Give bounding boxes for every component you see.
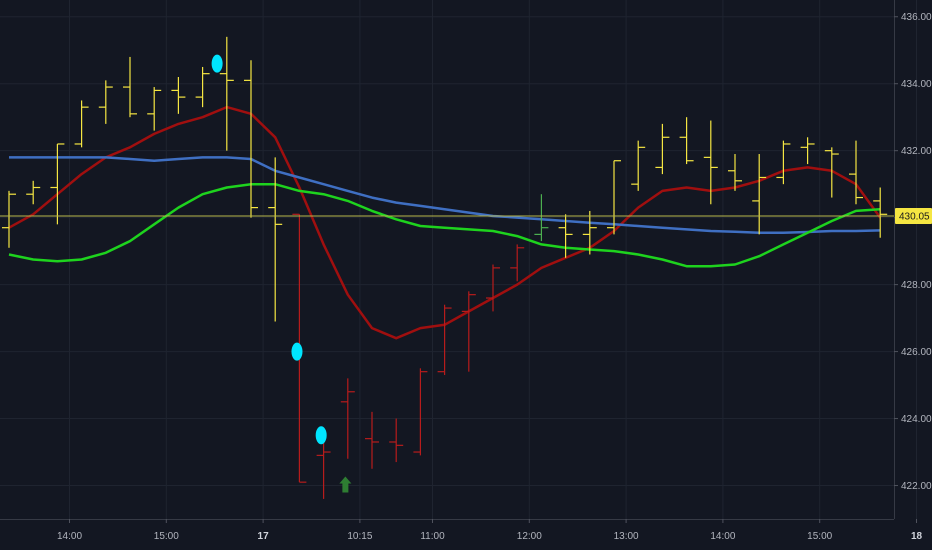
grid-lines <box>0 0 917 519</box>
ohlc-bar <box>800 137 815 165</box>
ohlc-bar <box>752 154 767 235</box>
ohlc-bar <box>776 140 791 185</box>
price-axis-label: 428.00 <box>901 280 932 291</box>
time-axis-label: 17 <box>258 531 270 542</box>
ohlc-bar <box>2 190 16 248</box>
time-axis-label: 14:00 <box>710 531 735 542</box>
time-axis-label: 15:00 <box>807 531 832 542</box>
signal-oval-marker <box>315 426 327 445</box>
ohlc-bar <box>849 140 863 205</box>
time-axis-label: 12:00 <box>517 531 542 542</box>
ohlc-bar <box>123 56 137 118</box>
time-axis-label: 10:15 <box>347 531 372 542</box>
time-axis-label: 13:00 <box>614 531 639 542</box>
price-axis-label: 434.00 <box>901 79 932 90</box>
ohlc-bar <box>461 291 476 372</box>
signal-oval-marker <box>291 342 303 361</box>
moving-average-lines <box>8 105 882 340</box>
ma-line-blue <box>9 156 881 234</box>
signal-markers <box>211 54 352 493</box>
price-axis[interactable]: 422.00424.00426.00428.00430.00432.00434.… <box>894 0 932 519</box>
time-axis-label: 14:00 <box>57 531 82 542</box>
ohlc-bar <box>582 210 597 255</box>
ohlc-bar <box>534 194 549 242</box>
ohlc-bar <box>655 123 670 175</box>
price-axis-label: 426.00 <box>901 347 932 358</box>
last-price-tag: 430.05 <box>895 207 932 224</box>
time-axis-label: 18 <box>911 531 923 542</box>
time-axis-label: 11:00 <box>420 531 445 542</box>
ohlc-bar <box>195 66 210 108</box>
ohlc-bar <box>486 264 500 312</box>
ohlc-bar <box>728 154 742 191</box>
ohlc-bar <box>389 418 404 463</box>
ohlc-bar <box>679 117 694 165</box>
ohlc-bar <box>703 120 718 205</box>
ohlc-bar <box>98 80 113 124</box>
ohlc-bar <box>219 36 234 151</box>
time-axis[interactable]: 14:00 15:00 17 10:15 11:00 12:00 13:00 14:00 15:… <box>0 519 922 542</box>
ohlc-bar <box>268 157 283 322</box>
last-price-tag-bg <box>895 207 932 224</box>
ohlc-bars <box>2 36 888 499</box>
ma-line-red <box>8 105 882 340</box>
price-axis-label: 432.00 <box>901 146 932 157</box>
ohlc-bar <box>437 304 452 376</box>
price-axis-label: 436.00 <box>901 12 932 23</box>
ohlc-bar <box>873 187 888 238</box>
ohlc-bar <box>26 180 41 205</box>
ma-line-green <box>8 182 881 268</box>
price-axis-label: 422.00 <box>901 481 932 492</box>
ohlc-bar <box>413 368 428 456</box>
ohlc-bar <box>171 77 186 114</box>
ohlc-bar <box>607 160 621 235</box>
ohlc-bar <box>147 87 162 131</box>
signal-oval-marker <box>211 54 223 73</box>
ohlc-bar <box>365 411 379 469</box>
ohlc-bar <box>631 140 646 191</box>
ohlc-bar <box>340 378 355 459</box>
ohlc-bar <box>74 100 89 148</box>
last-price-label: 430.05 <box>899 211 930 222</box>
time-axis-label: 15:00 <box>154 531 179 542</box>
ohlc-bar <box>558 214 573 258</box>
ohlc-bar <box>510 244 525 282</box>
up-arrow-icon <box>339 476 352 493</box>
ohlc-bar <box>244 60 258 218</box>
price-axis-label: 424.00 <box>901 414 932 425</box>
ohlc-bar <box>824 147 839 198</box>
ohlc-bar <box>50 143 65 225</box>
